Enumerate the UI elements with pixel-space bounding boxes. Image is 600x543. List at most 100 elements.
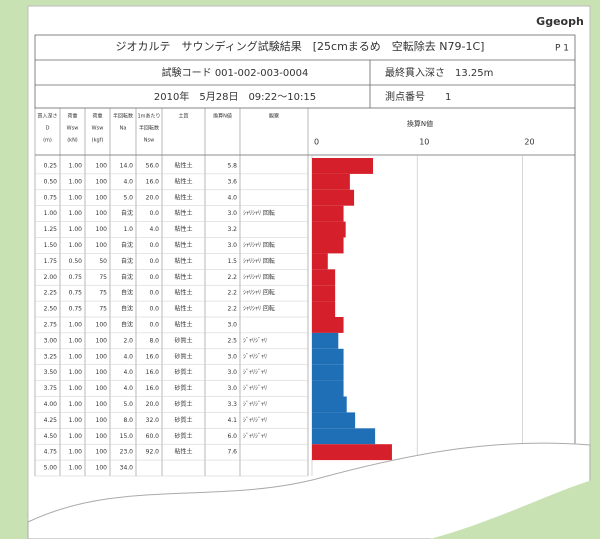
table-cell: 粘性土 bbox=[174, 289, 192, 297]
table-cell: 1.00 bbox=[44, 210, 58, 217]
table-cell: 粘性土 bbox=[174, 225, 192, 233]
table-cell: 粘性土 bbox=[174, 209, 192, 217]
table-cell: 100 bbox=[96, 210, 108, 217]
n-value-bar bbox=[312, 396, 347, 413]
table-cell: 100 bbox=[96, 321, 108, 328]
n-value-bar bbox=[312, 301, 336, 317]
table-cell: 7.6 bbox=[227, 449, 237, 456]
table-cell: 0.0 bbox=[149, 258, 159, 265]
table-cell: 自沈 bbox=[121, 273, 133, 281]
chart-title: 換算N値 bbox=[407, 119, 433, 128]
table-cell: 1.00 bbox=[69, 242, 83, 249]
table-cell: 100 bbox=[96, 178, 108, 185]
table-cell: 4.0 bbox=[123, 369, 133, 376]
table-cell: 100 bbox=[96, 242, 108, 249]
table-cell: 56.0 bbox=[146, 162, 160, 169]
column-header: 1mあたり bbox=[137, 114, 160, 120]
column-header: Nsw bbox=[144, 138, 154, 144]
header-frame bbox=[34, 34, 576, 109]
table-cell: 4.0 bbox=[149, 226, 159, 233]
table-cell: ｼｬﾘｼｬﾘ 回転 bbox=[243, 273, 275, 281]
table-cell: 0.75 bbox=[69, 274, 83, 281]
table-cell: 2.25 bbox=[44, 290, 58, 297]
n-value-bar bbox=[312, 317, 344, 333]
n-value-bar bbox=[312, 269, 336, 286]
table: 貫入深さ D (m) 荷重 Wsw (kN) 荷重 Wsw (kgf) 半回転数 Na 1mあたり半回… bbox=[34, 108, 576, 477]
n-value-bar bbox=[312, 332, 339, 349]
table-cell: 3.25 bbox=[44, 353, 58, 360]
table-cell: 4.0 bbox=[227, 194, 237, 201]
table-cell: 100 bbox=[96, 401, 108, 408]
table-cell: ｼﾞｬﾘｼﾞｬﾘ bbox=[243, 353, 267, 360]
table-cell: 100 bbox=[96, 369, 108, 376]
table-cell: 1.00 bbox=[69, 226, 83, 233]
table-cell: ｼｬﾘｼｬﾘ 回転 bbox=[243, 289, 275, 297]
final-depth: 最終貫入深さ 13.25m bbox=[385, 66, 493, 79]
column-header: 荷重 bbox=[67, 113, 77, 120]
table-cell: 3.00 bbox=[44, 337, 58, 344]
table-cell: 3.6 bbox=[227, 178, 237, 185]
n-value-bar bbox=[312, 285, 336, 302]
table-cell: ｼﾞｬﾘｼﾞｬﾘ bbox=[243, 385, 267, 392]
column-header: 貫入深さ bbox=[37, 113, 57, 120]
table-cell: 3.75 bbox=[44, 385, 58, 392]
table-cell: 2.2 bbox=[227, 290, 237, 297]
table-cell: ｼｬﾘｼｬﾘ 回転 bbox=[243, 257, 275, 265]
table-cell: 1.00 bbox=[69, 465, 83, 472]
table-cell: 自沈 bbox=[121, 289, 133, 297]
table-cell: 1.50 bbox=[44, 242, 58, 249]
table-cell: 75 bbox=[99, 290, 107, 297]
column-header: 土質 bbox=[178, 113, 188, 120]
table-cell: 1.00 bbox=[69, 210, 83, 217]
table-cell: 粘性土 bbox=[174, 177, 192, 185]
table-cell: 4.0 bbox=[123, 178, 133, 185]
table-cell: 75 bbox=[99, 306, 107, 313]
table-cell: 92.0 bbox=[146, 449, 160, 456]
table-cell: 0.25 bbox=[44, 162, 58, 169]
table-cell: 1.25 bbox=[44, 226, 58, 233]
table-cell: 20.0 bbox=[146, 401, 160, 408]
table-cell: 2.00 bbox=[44, 274, 58, 281]
table-cell: 1.00 bbox=[69, 178, 83, 185]
table-cell: 100 bbox=[96, 465, 108, 472]
logo: Ggeoph bbox=[536, 15, 584, 28]
table-cell: 100 bbox=[96, 353, 108, 360]
table-cell: 3.2 bbox=[227, 226, 237, 233]
table-cell: 1.75 bbox=[44, 258, 58, 265]
table-cell: 1.0 bbox=[123, 226, 133, 233]
table-cell: 粘性土 bbox=[174, 161, 192, 169]
background-corner bbox=[430, 478, 600, 539]
test-date: 2010年 5月28日 09:22～10:15 bbox=[154, 90, 316, 103]
x-tick-label: 10 bbox=[419, 138, 429, 147]
n-value-bar bbox=[312, 189, 355, 206]
table-cell: 1.00 bbox=[69, 337, 83, 344]
n-value-bar bbox=[312, 428, 376, 445]
n-value-bar bbox=[312, 412, 356, 429]
report-title: ジオカルテ サウンディング試験結果 [25cmまるめ 空転除去 N79-1C] bbox=[116, 39, 485, 53]
table-cell: 砂質土 bbox=[174, 368, 192, 376]
table-cell: 自沈 bbox=[121, 241, 133, 249]
table-cell: ｼﾞｬﾘｼﾞｬﾘ bbox=[243, 401, 267, 408]
n-value-bar bbox=[312, 173, 350, 190]
x-tick-label: 20 bbox=[524, 138, 534, 147]
table-cell: 0.75 bbox=[69, 306, 83, 313]
test-code: 試験コード 001-002-003-0004 bbox=[162, 66, 309, 79]
table-cell: 自沈 bbox=[121, 209, 133, 217]
table-cell: 1.00 bbox=[69, 433, 83, 440]
column-header: 半回転数 bbox=[113, 113, 133, 120]
table-cell: 100 bbox=[96, 449, 108, 456]
x-tick-label: 0 bbox=[314, 138, 319, 147]
table-cell: 100 bbox=[96, 385, 108, 392]
table-cell: 23.0 bbox=[120, 449, 134, 456]
table-cell: 5.00 bbox=[44, 465, 58, 472]
table-cell: 1.00 bbox=[69, 353, 83, 360]
table-cell: 3.0 bbox=[227, 242, 237, 249]
table-cell: 0.50 bbox=[69, 258, 83, 265]
table-cell: ｼﾞｬﾘｼﾞｬﾘ bbox=[243, 337, 267, 344]
table-cell: 1.00 bbox=[69, 417, 83, 424]
table-cell: 粘性土 bbox=[174, 241, 192, 249]
table-cell: 4.75 bbox=[44, 449, 58, 456]
table-cell: 1.00 bbox=[69, 385, 83, 392]
table-cell: 0.50 bbox=[44, 178, 58, 185]
